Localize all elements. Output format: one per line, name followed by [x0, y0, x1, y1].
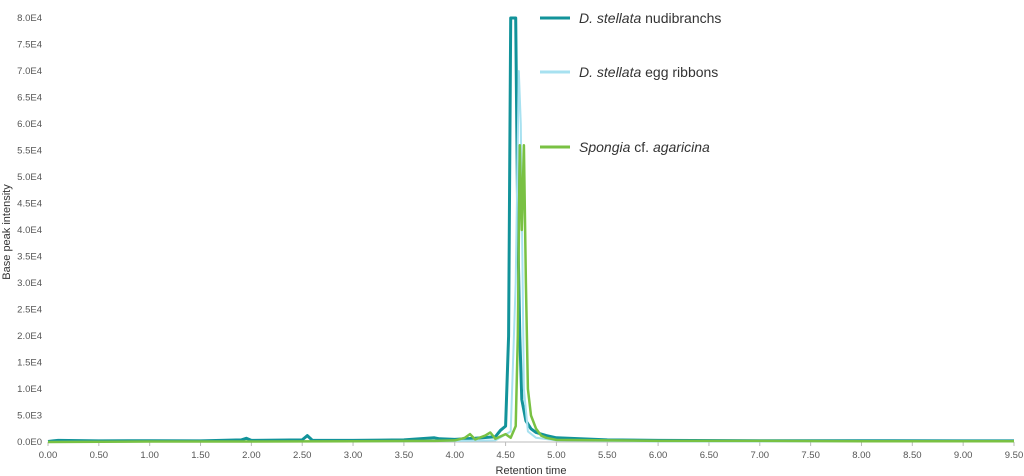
y-tick-label: 7.5E4	[17, 40, 42, 51]
x-tick-label: 7.00	[751, 450, 770, 461]
x-tick-label: 9.00	[954, 450, 973, 461]
x-tick-label: 8.00	[852, 450, 871, 461]
x-tick-label: 0.00	[39, 450, 58, 461]
series-group	[47, 16, 1014, 444]
y-tick-label: 3.5E4	[17, 252, 42, 263]
y-axis-title: Base peak intensity	[1, 184, 13, 280]
x-tick-label: 0.50	[90, 450, 109, 461]
x-tick-label: 5.50	[598, 450, 617, 461]
x-tick-label: 3.00	[344, 450, 363, 461]
y-tick-label: 2.5E4	[17, 305, 42, 316]
y-tick-label: 2.0E4	[17, 331, 42, 342]
y-tick-label: 4.0E4	[17, 225, 42, 236]
x-tick-label: 8.50	[903, 450, 922, 461]
legend: D. stellata nudibranchs D. stellata egg r…	[540, 10, 721, 155]
y-tick-label: 4.5E4	[17, 199, 42, 210]
x-tick-label: 6.00	[649, 450, 668, 461]
x-axis-title: Retention time	[496, 465, 567, 476]
y-tick-label: 5.5E4	[17, 146, 42, 157]
y-tick-label: 7.0E4	[17, 66, 42, 77]
y-tick-label: 3.0E4	[17, 278, 42, 289]
x-tick-label: 4.50	[496, 450, 515, 461]
series-line-1	[47, 16, 1014, 443]
x-tick-label: 1.50	[191, 450, 210, 461]
y-tick-label: 6.5E4	[17, 93, 42, 104]
x-tick-label: 1.00	[140, 450, 159, 461]
axes: 0.00 0.50 1.00 1.50 2.00 2.50 3.00 3.50 4.00 4.50…	[17, 13, 1023, 461]
legend-label-3: Spongia cf. agaricina	[579, 139, 710, 155]
y-tick-label: 5.0E3	[17, 411, 42, 422]
x-tick-label: 2.50	[293, 450, 312, 461]
y-tick-label: 0.0E0	[17, 437, 42, 448]
x-tick-label: 3.50	[395, 450, 414, 461]
y-tick-label: 5.0E4	[17, 172, 42, 183]
x-tick-label: 7.50	[801, 450, 820, 461]
x-tick-label: 5.00	[547, 450, 566, 461]
y-tick-label: 6.0E4	[17, 119, 42, 130]
y-tick-label: 8.0E4	[17, 13, 42, 24]
x-tick-label: 9.50	[1005, 450, 1024, 461]
y-tick-label: 1.5E4	[17, 358, 42, 369]
y-tick-label: 1.0E4	[17, 384, 42, 395]
legend-label-2: D. stellata egg ribbons	[579, 64, 718, 80]
x-tick-label: 2.00	[242, 450, 261, 461]
x-tick-label: 6.50	[700, 450, 719, 461]
x-tick-label: 4.00	[445, 450, 464, 461]
series-line-3	[47, 143, 1014, 444]
series-line-2	[47, 70, 1014, 443]
legend-label-1: D. stellata nudibranchs	[579, 10, 721, 26]
